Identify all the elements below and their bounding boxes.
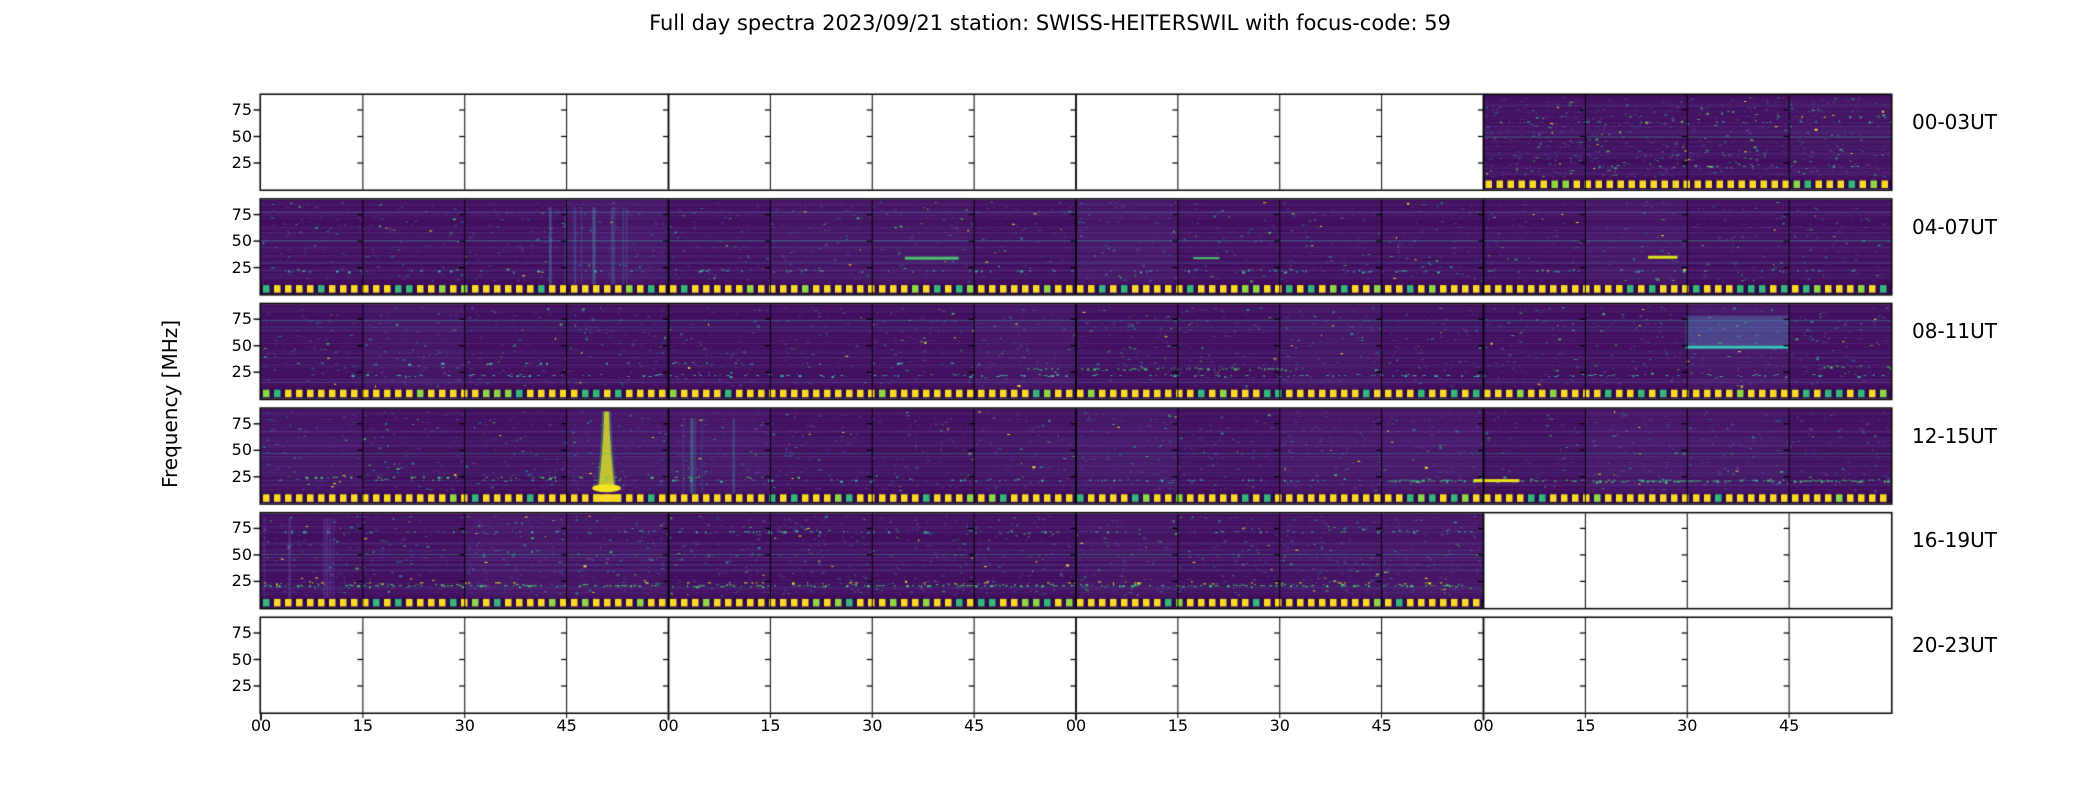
x-tick-label: 45 bbox=[1371, 716, 1392, 735]
y-tick-label: 25 bbox=[231, 362, 252, 382]
y-tick-label: 25 bbox=[231, 153, 252, 172]
y-tick-label: 75 bbox=[231, 204, 252, 224]
row-label: 16-19UT bbox=[1912, 528, 1997, 553]
x-tick-label: 30 bbox=[1677, 716, 1698, 735]
x-tick-label: 15 bbox=[760, 716, 781, 735]
y-tick-label: 25 bbox=[231, 571, 252, 591]
figure-title: Full day spectra 2023/09/21 station: SWI… bbox=[649, 11, 1451, 35]
x-tick-label: 45 bbox=[556, 716, 577, 735]
row-label: 08-11UT bbox=[1912, 319, 1997, 344]
y-tick-label: 25 bbox=[231, 676, 252, 695]
y-tick-label: 50 bbox=[231, 335, 252, 355]
x-tick-label: 30 bbox=[454, 716, 475, 735]
x-tick-label: 00 bbox=[1473, 716, 1494, 735]
row-label: 04-07UT bbox=[1912, 214, 1997, 239]
x-tick-label: 15 bbox=[1575, 716, 1596, 735]
x-tick-label: 00 bbox=[658, 716, 679, 735]
y-tick-label: 75 bbox=[231, 100, 252, 119]
y-tick-label: 50 bbox=[231, 231, 252, 251]
x-tick-label: 30 bbox=[1269, 716, 1290, 735]
y-tick-label: 50 bbox=[231, 126, 252, 146]
y-tick-label: 50 bbox=[231, 649, 252, 669]
y-tick-label: 75 bbox=[231, 623, 252, 642]
y-tick-label: 50 bbox=[231, 440, 252, 460]
y-tick-label: 25 bbox=[231, 257, 252, 277]
y-tick-label: 25 bbox=[231, 466, 252, 486]
spectrogram-plot-canvas bbox=[245, 86, 1910, 734]
row-label: 12-15UT bbox=[1912, 423, 1997, 448]
x-tick-label: 00 bbox=[1065, 716, 1087, 735]
y-tick-label: 75 bbox=[231, 413, 252, 433]
x-tick-label: 15 bbox=[1167, 716, 1189, 735]
y-tick-label: 75 bbox=[231, 309, 252, 329]
x-tick-label: 45 bbox=[963, 716, 985, 735]
y-axis-label: Frequency [MHz] bbox=[158, 319, 182, 489]
y-tick-label: 50 bbox=[231, 544, 252, 564]
x-tick-label: 30 bbox=[862, 716, 883, 735]
row-label: 00-03UT bbox=[1912, 110, 1997, 134]
x-tick-label: 15 bbox=[352, 716, 374, 735]
x-tick-label: 45 bbox=[1778, 716, 1800, 735]
x-tick-label: 00 bbox=[250, 716, 272, 735]
row-label: 20-23UT bbox=[1912, 633, 1997, 657]
y-tick-label: 75 bbox=[231, 518, 252, 538]
